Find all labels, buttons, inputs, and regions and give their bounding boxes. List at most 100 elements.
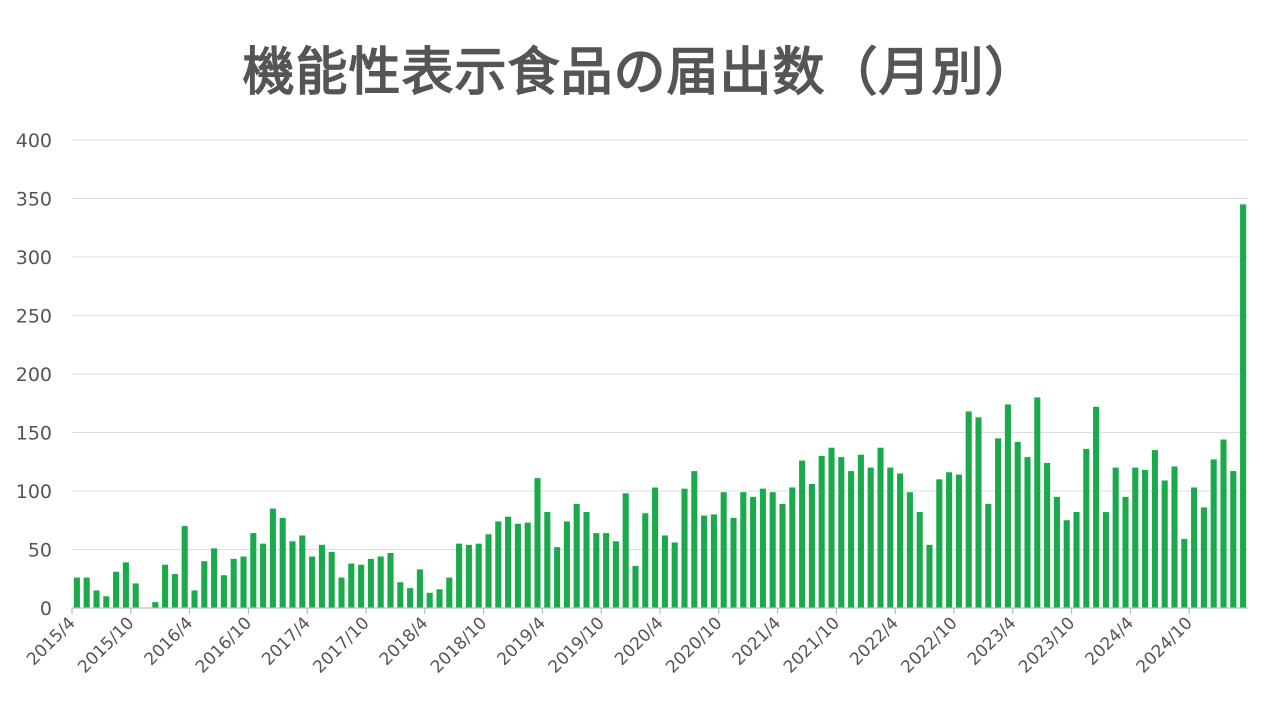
bar [946,472,953,608]
bar [377,556,384,608]
bar [740,492,747,608]
bar [691,471,698,608]
bar [838,457,845,608]
bar [436,589,443,608]
bar [1132,467,1139,608]
bar [681,488,688,608]
bar [1122,496,1129,608]
x-tick-label: 2016/10 [192,613,256,677]
bar [456,543,463,608]
bar [1240,204,1247,608]
x-tick-label: 2022/10 [897,613,961,677]
bar [407,588,414,608]
bar [965,411,972,608]
bar [583,512,590,608]
bar [750,496,757,608]
bar [799,460,806,608]
bar [573,503,580,608]
bar [1083,448,1090,608]
bar [93,590,100,608]
x-tick-label: 2024/4 [1081,613,1137,669]
x-tick-label: 2020/4 [611,613,667,669]
y-tick-label: 250 [16,306,52,328]
bar [269,508,276,608]
x-tick-label: 2017/10 [309,613,373,677]
bar [318,544,325,608]
bar [563,521,570,608]
bar [710,514,717,608]
bar [171,574,178,608]
bar [867,467,874,608]
bar [897,473,904,608]
bar [1161,480,1168,608]
bar [260,543,267,608]
x-tick-label: 2023/10 [1015,613,1079,677]
bar [1073,512,1080,608]
x-tick-label: 2015/4 [23,613,79,669]
bar [1004,404,1011,608]
y-tick-label: 150 [16,423,52,445]
bar [73,577,80,608]
bar [83,577,90,608]
chart-title: 機能性表示食品の届出数（月別） [242,43,1038,103]
bar [505,516,512,608]
y-tick-label: 0 [40,598,52,620]
bar [514,523,521,608]
bar [642,513,649,608]
bar [181,526,188,608]
y-tick-label: 400 [16,130,52,152]
y-tick-label: 50 [28,540,52,562]
bar [926,544,933,608]
x-tick-label: 2024/10 [1133,613,1197,677]
y-tick-label: 300 [16,247,52,269]
bar [103,596,110,608]
bar [1093,406,1100,608]
x-tick-label: 2017/4 [258,613,314,669]
bar [367,558,374,608]
bar [1171,466,1178,608]
bar [720,492,727,608]
bar [818,455,825,608]
x-tick-label: 2018/4 [376,613,432,669]
bar [348,563,355,608]
bar [730,517,737,608]
bar [309,556,316,608]
bar [358,564,365,608]
bar [955,474,962,608]
bars [73,204,1247,608]
bar [416,569,423,608]
bar [338,577,345,608]
x-tick-label: 2019/4 [493,613,549,669]
bar [1063,520,1070,608]
x-tick-label: 2018/10 [427,613,491,677]
bar [848,471,855,608]
bar [465,544,472,608]
bar [1220,439,1227,608]
bar [201,561,208,608]
bar [671,542,678,608]
y-tick-label: 200 [16,364,52,386]
bar [446,577,453,608]
bar [1230,471,1237,608]
bar [779,503,786,608]
bar [632,565,639,608]
bar [524,522,531,608]
bar [975,417,982,608]
bar [1210,459,1217,608]
bar [1200,507,1207,608]
bar [652,487,659,608]
bar [622,493,629,608]
bar [1151,450,1158,608]
bar [1181,538,1188,608]
bar [808,483,815,608]
bar [289,541,296,608]
gridlines [72,139,1248,550]
bar [397,582,404,608]
bar [485,534,492,608]
bar [122,562,129,608]
bar [828,447,835,608]
bar [426,592,433,608]
bar [328,551,335,608]
bar [1102,512,1109,608]
